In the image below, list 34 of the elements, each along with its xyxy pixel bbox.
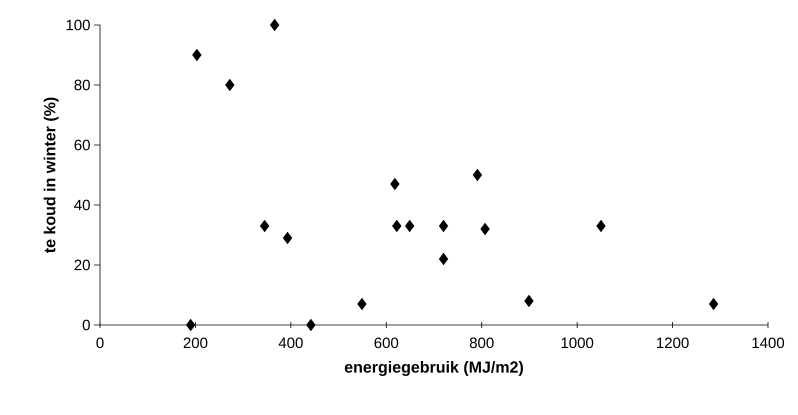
point bbox=[192, 48, 202, 62]
y-tick-label: 0 bbox=[82, 320, 90, 330]
y-tick-label: 100 bbox=[66, 20, 90, 30]
point bbox=[480, 222, 490, 236]
point bbox=[390, 178, 400, 190]
point bbox=[472, 168, 482, 182]
point bbox=[438, 252, 448, 266]
point bbox=[260, 220, 270, 232]
point bbox=[282, 232, 292, 244]
point bbox=[186, 318, 196, 332]
x-axis-title: energiegebruik (MJ/m2) bbox=[344, 361, 523, 376]
point bbox=[596, 220, 606, 232]
y-tick-label: 20 bbox=[74, 260, 90, 270]
point bbox=[392, 220, 402, 232]
y-tick-label: 80 bbox=[74, 80, 90, 90]
x-tick-label: 0 bbox=[96, 338, 104, 348]
x-tick-label: 400 bbox=[278, 338, 303, 348]
point bbox=[404, 220, 414, 232]
point bbox=[438, 220, 448, 232]
x-tick-label: 1200 bbox=[657, 338, 689, 348]
y-axis-title: te koud in winter (%) bbox=[44, 98, 59, 254]
point bbox=[708, 298, 718, 310]
x-tick-label: 1400 bbox=[752, 338, 784, 348]
point bbox=[306, 318, 316, 332]
x-tick-label: 200 bbox=[184, 338, 208, 348]
point bbox=[524, 294, 534, 308]
x-tick-label: 800 bbox=[470, 338, 494, 348]
point bbox=[225, 78, 234, 92]
x-tick-label: 600 bbox=[374, 338, 398, 348]
point bbox=[270, 18, 280, 32]
x-tick-label: 1000 bbox=[562, 338, 594, 348]
point bbox=[357, 298, 367, 310]
y-tick-label: 40 bbox=[74, 200, 90, 210]
y-tick-label: 60 bbox=[74, 140, 90, 150]
